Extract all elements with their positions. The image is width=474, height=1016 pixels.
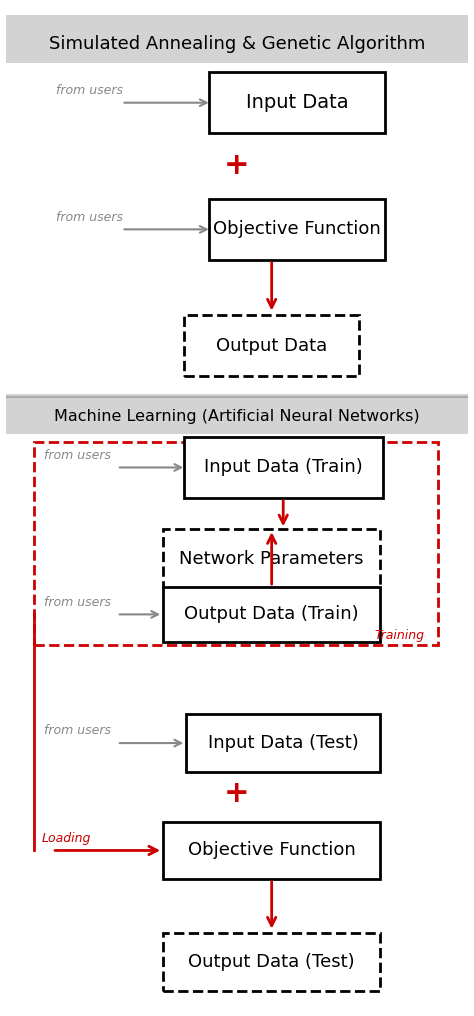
Text: Training: Training <box>374 629 424 642</box>
Text: from users: from users <box>55 84 123 98</box>
Text: Output Data (Train): Output Data (Train) <box>184 606 359 624</box>
FancyBboxPatch shape <box>163 586 380 642</box>
FancyBboxPatch shape <box>34 442 438 645</box>
FancyBboxPatch shape <box>184 316 359 376</box>
FancyBboxPatch shape <box>186 714 380 772</box>
Text: +: + <box>224 779 250 809</box>
FancyBboxPatch shape <box>209 72 385 133</box>
Text: from users: from users <box>44 449 111 462</box>
Text: Loading: Loading <box>41 832 91 845</box>
Text: Objective Function: Objective Function <box>213 220 381 239</box>
Text: from users: from users <box>44 595 111 609</box>
FancyBboxPatch shape <box>184 437 383 498</box>
Text: Machine Learning (Artificial Neural Networks): Machine Learning (Artificial Neural Netw… <box>54 409 420 425</box>
FancyBboxPatch shape <box>163 933 380 991</box>
Text: Output Data: Output Data <box>216 337 327 355</box>
Text: from users: from users <box>44 724 111 738</box>
FancyBboxPatch shape <box>209 199 385 260</box>
Bar <box>6 14 468 63</box>
FancyBboxPatch shape <box>163 822 380 879</box>
Text: Output Data (Test): Output Data (Test) <box>188 953 355 971</box>
Text: Objective Function: Objective Function <box>188 841 356 860</box>
Text: Input Data (Test): Input Data (Test) <box>208 735 359 752</box>
Text: Input Data (Train): Input Data (Train) <box>204 458 363 477</box>
Text: from users: from users <box>55 210 123 224</box>
Text: Network Parameters: Network Parameters <box>180 550 364 568</box>
Text: +: + <box>224 151 250 180</box>
Bar <box>6 393 468 434</box>
Text: Simulated Annealing & Genetic Algorithm: Simulated Annealing & Genetic Algorithm <box>49 35 425 53</box>
FancyBboxPatch shape <box>163 529 380 588</box>
Text: Input Data: Input Data <box>246 93 348 112</box>
